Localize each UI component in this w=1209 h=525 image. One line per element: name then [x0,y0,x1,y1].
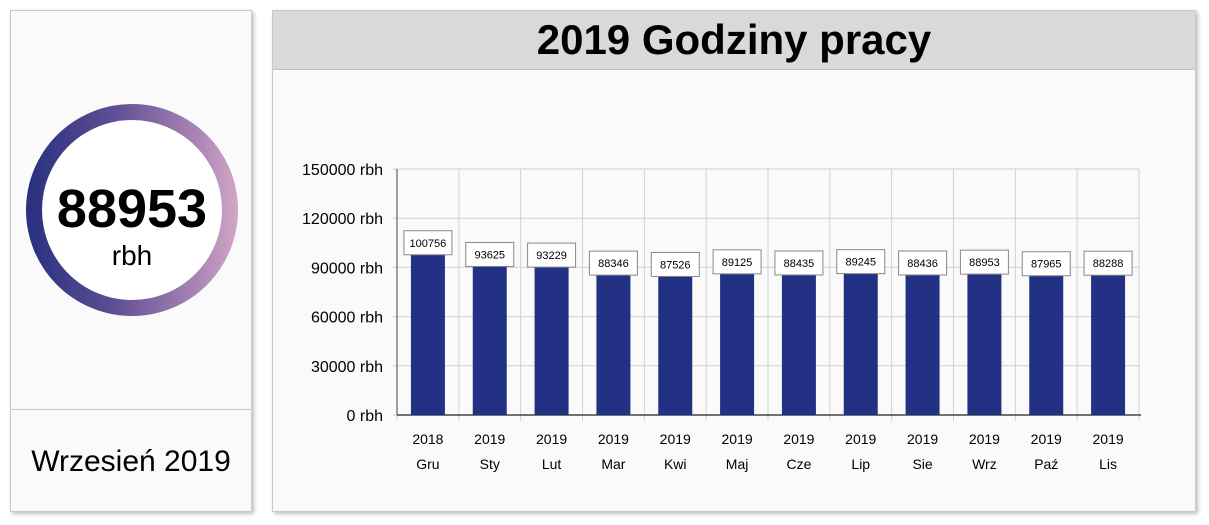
chart-header: 2019 Godziny pracy [273,11,1195,70]
data-label-box [836,249,886,275]
y-tick-label: 30000 rbh [311,359,383,376]
period-label: Wrzesień 2019 [31,445,231,478]
data-label: 88435 [784,258,815,270]
x-tick-month: Lut [542,456,562,472]
summary-value: 88953 [56,179,208,239]
divider [11,409,251,410]
bar [1029,270,1064,415]
y-tick-label: 0 rbh [347,408,383,425]
bar [720,268,755,415]
data-label-box [1083,250,1133,276]
x-tick-month: Kwi [664,456,687,472]
data-label-box [959,249,1009,275]
x-tick-month: Wrz [972,456,997,472]
x-tick-year: 2019 [598,431,629,447]
x-tick-month: Maj [726,456,749,472]
data-label: 87965 [1031,259,1062,271]
x-tick-month: Gru [416,456,439,472]
x-tick-month: Cze [786,456,811,472]
gauge-ring: 88953 rbh [26,104,238,316]
bar [1091,270,1126,415]
data-label: 87526 [660,259,691,271]
bar [596,270,631,415]
bar [905,269,940,415]
data-label-box [403,230,453,256]
y-tick-label: 120000 rbh [302,211,383,228]
bar [534,262,569,415]
y-tick-label: 60000 rbh [311,310,383,327]
bar [658,271,693,415]
bar-chart: 0 rbh 30000 rbh 60000 rbh 90000 rbh 120000 r… [302,162,1141,472]
x-tick-year: 2018 [412,431,443,447]
x-tick-year: 2019 [722,431,753,447]
x-tick-month: Lis [1099,456,1117,472]
x-tick-month: Paź [1034,456,1058,472]
gauge-center: 88953 rbh [42,120,222,300]
chart-panel: 2019 Godziny pracy 0 rbh 30000 rbh 60000 r… [272,10,1196,512]
data-label-box [588,250,638,276]
data-label: 89125 [722,257,753,269]
x-tick-year: 2019 [536,431,567,447]
data-label: 93625 [474,249,505,261]
data-label-box [712,249,762,275]
data-label: 88953 [969,257,1000,269]
chart-title: 2019 Godziny pracy [536,16,932,63]
bar [843,268,878,415]
data-label-box [1021,251,1071,277]
data-label-box [465,241,515,267]
data-label-box [527,242,577,268]
x-tick-year: 2019 [1031,431,1062,447]
bar [967,269,1002,415]
data-label: 88436 [907,258,938,270]
bar [410,249,445,415]
x-tick-month: Sie [912,456,932,472]
data-label: 89245 [845,257,876,269]
data-label-box [898,250,948,276]
data-label-box [650,251,700,277]
y-tick-label: 90000 rbh [311,260,383,277]
data-label: 100756 [410,238,447,250]
data-label: 88288 [1093,258,1124,270]
x-tick-year: 2019 [907,431,938,447]
y-tick-label: 150000 rbh [302,162,383,179]
summary-unit: rbh [111,240,153,271]
bar [781,269,816,415]
data-label: 88346 [598,258,629,270]
data-label: 93229 [536,250,567,262]
x-tick-year: 2019 [783,431,814,447]
data-label-box [774,250,824,276]
x-tick-year: 2019 [1093,431,1124,447]
x-tick-year: 2019 [660,431,691,447]
x-tick-month: Sty [480,456,500,472]
x-tick-year: 2019 [845,431,876,447]
bar [472,261,507,415]
x-tick-year: 2019 [474,431,505,447]
x-tick-year: 2019 [969,431,1000,447]
x-tick-month: Mar [601,456,625,472]
summary-panel: 88953 rbh Wrzesień 2019 [10,10,252,512]
x-tick-month: Lip [851,456,870,472]
